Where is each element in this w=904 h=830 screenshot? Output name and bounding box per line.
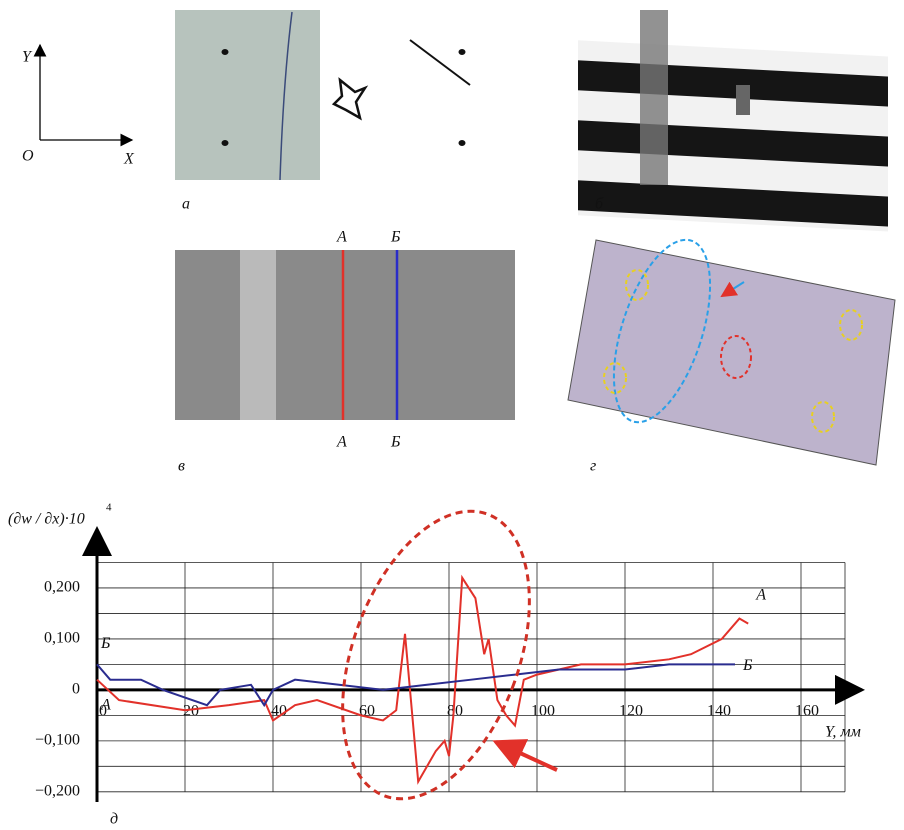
x-tick-label: 100: [531, 703, 555, 720]
section-label: Б: [390, 434, 401, 451]
panel-label: а: [182, 196, 190, 213]
panel-label: в: [178, 458, 185, 475]
highlight: [612, 238, 712, 424]
y-tick-label: 0,200: [44, 579, 80, 596]
photo-dot: [221, 140, 229, 146]
photo-shape: [331, 77, 369, 121]
photo-line: [279, 11, 293, 181]
highlight: [625, 269, 649, 301]
panel-label: б: [595, 196, 604, 213]
x-tick-label: 120: [619, 703, 643, 720]
series-line: [96, 574, 749, 785]
y-tick-label: −0,200: [35, 782, 80, 799]
section-label: А: [336, 229, 347, 246]
photo-line: [409, 39, 471, 86]
x-axis-label: Y, мм: [825, 724, 861, 741]
axis-label: X: [123, 151, 135, 168]
photo-defect: [240, 250, 276, 420]
y-tick-label: −0,100: [35, 732, 80, 749]
x-tick-label: 140: [707, 703, 731, 720]
interferogram: [578, 40, 888, 232]
panel-label: д: [110, 811, 118, 828]
section-label: Б: [390, 229, 401, 246]
highlight: [839, 309, 863, 341]
highlight: [603, 362, 627, 394]
photo-dot: [221, 49, 229, 55]
interferogram-defect: [736, 85, 750, 115]
axis-label: Y: [22, 49, 33, 66]
photo-dot: [458, 49, 466, 55]
x-tick-label: 0: [99, 703, 107, 720]
legend-label: А: [755, 586, 766, 603]
highlight: [811, 401, 835, 433]
photo-dot: [458, 140, 466, 146]
axis-label: O: [22, 148, 34, 165]
legend-label: Б: [742, 657, 753, 674]
3d-surface: [567, 239, 896, 466]
x-tick-label: 20: [183, 703, 199, 720]
section-label: А: [336, 434, 347, 451]
y-axis-label-exponent: 4: [106, 502, 112, 514]
panel-label: г: [590, 458, 596, 475]
photo: [175, 250, 515, 420]
photo: [175, 10, 320, 180]
y-tick-label: 0,100: [44, 630, 80, 647]
y-axis-label: (∂w / ∂x)·10: [8, 511, 85, 528]
x-tick-label: 40: [271, 703, 287, 720]
x-tick-label: 160: [795, 703, 819, 720]
pointer-arrow: [492, 739, 558, 772]
x-tick-label: 80: [447, 703, 463, 720]
series-start-label: А: [100, 696, 111, 713]
y-tick-label: 0: [72, 681, 80, 698]
highlight-ellipse: [341, 509, 531, 801]
series-start-label: Б: [100, 635, 111, 652]
pointer-arrow: [720, 281, 745, 298]
series-line: [96, 663, 735, 708]
interferogram-defect: [640, 10, 668, 185]
highlight: [720, 335, 752, 379]
